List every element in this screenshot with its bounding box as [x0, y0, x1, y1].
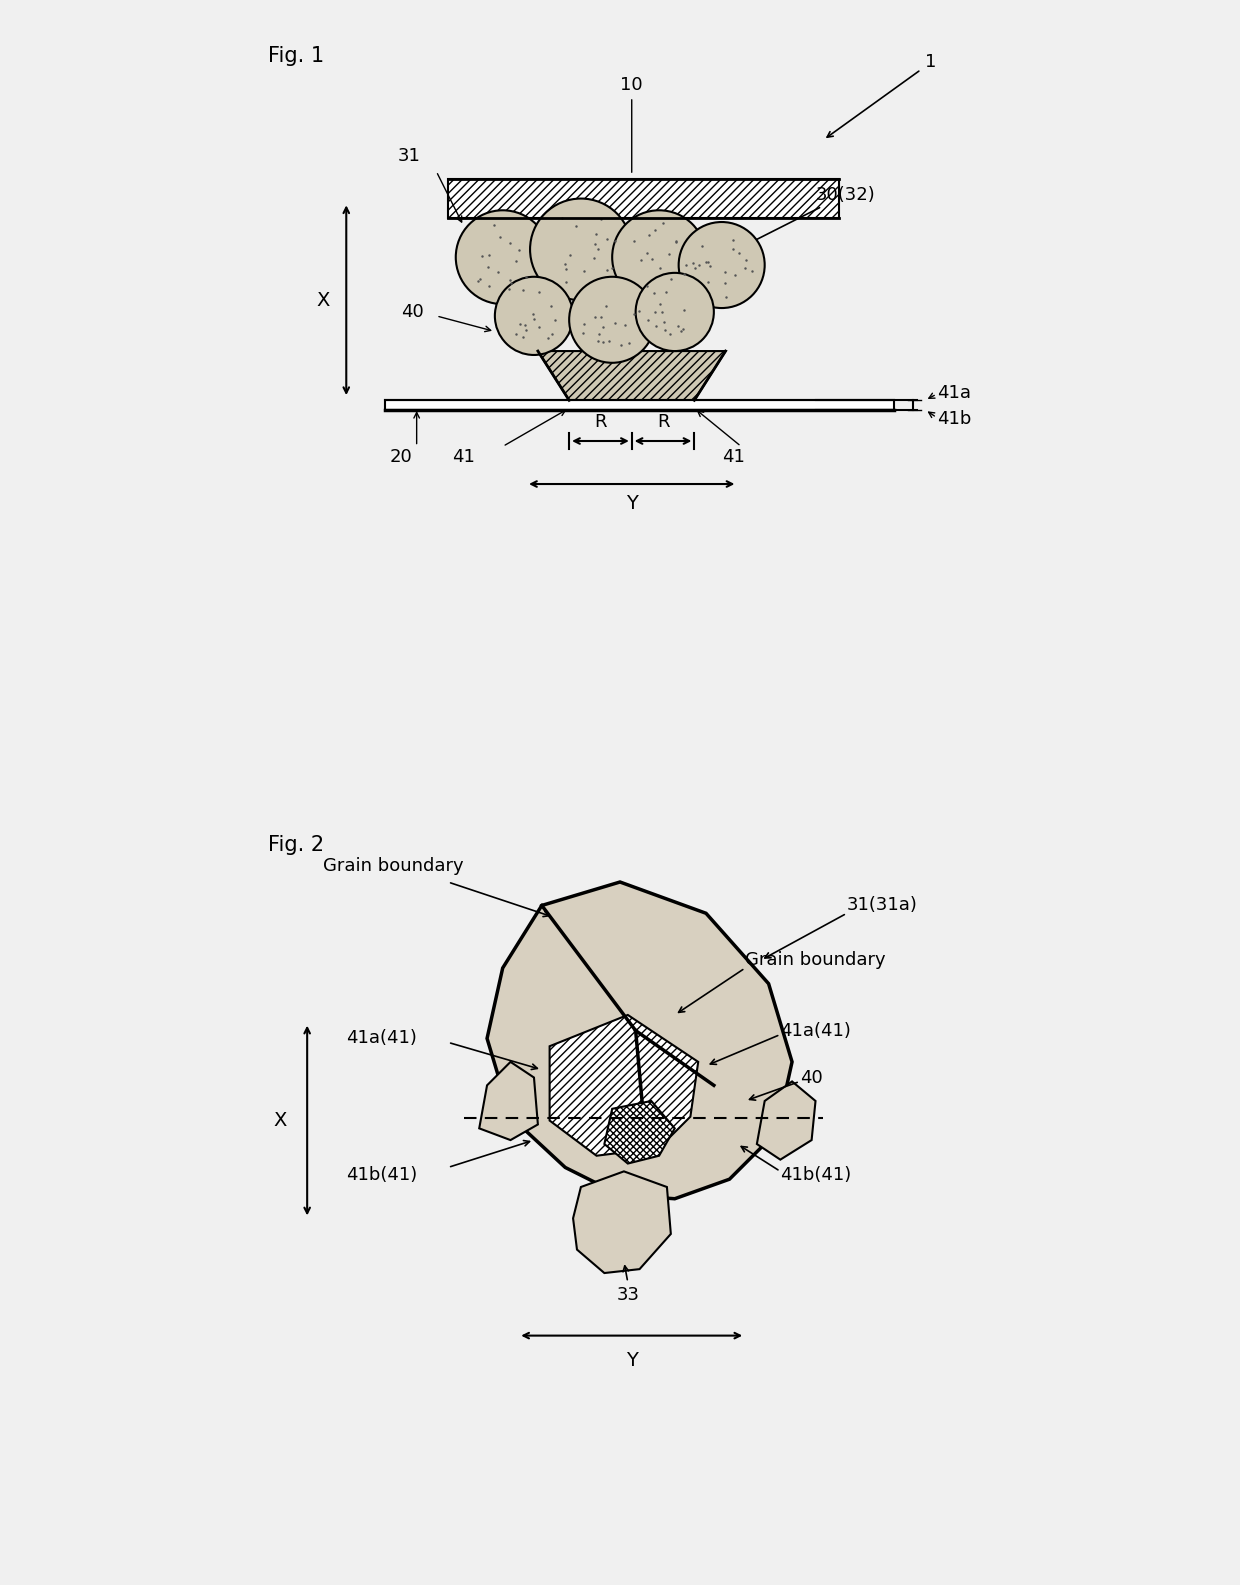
Polygon shape — [604, 1102, 675, 1163]
Polygon shape — [549, 1014, 698, 1155]
Text: X: X — [273, 1111, 286, 1130]
Text: 41b(41): 41b(41) — [346, 1167, 418, 1184]
Text: 40: 40 — [800, 1068, 822, 1087]
Text: Y: Y — [626, 1350, 637, 1369]
Circle shape — [456, 211, 549, 304]
Bar — [386, 401, 894, 409]
Text: 41b(41): 41b(41) — [780, 1167, 852, 1184]
Circle shape — [613, 211, 706, 304]
Circle shape — [495, 277, 573, 355]
Text: R: R — [657, 412, 670, 431]
Text: Fig. 1: Fig. 1 — [268, 46, 324, 67]
Text: 41: 41 — [722, 447, 744, 466]
Polygon shape — [479, 1062, 538, 1140]
Polygon shape — [487, 881, 792, 1198]
Text: 30(32): 30(32) — [711, 185, 875, 263]
Text: 40: 40 — [401, 303, 424, 320]
Bar — [448, 179, 839, 219]
Text: Grain boundary: Grain boundary — [322, 857, 464, 875]
Text: Fig. 2: Fig. 2 — [268, 835, 324, 854]
Text: X: X — [316, 290, 330, 309]
Text: 31: 31 — [397, 146, 420, 165]
Text: 20: 20 — [389, 447, 412, 466]
Text: 41a: 41a — [936, 384, 971, 401]
Text: 41: 41 — [451, 447, 475, 466]
Polygon shape — [756, 1081, 816, 1160]
Text: 41b: 41b — [936, 411, 971, 428]
Circle shape — [529, 198, 631, 300]
Circle shape — [678, 222, 765, 307]
Text: 41a(41): 41a(41) — [346, 1029, 417, 1048]
Text: 1: 1 — [925, 52, 936, 71]
Text: 41a(41): 41a(41) — [780, 1022, 851, 1040]
Text: 33: 33 — [616, 1285, 640, 1304]
Text: 31(31a): 31(31a) — [847, 897, 918, 915]
Circle shape — [636, 273, 714, 350]
Polygon shape — [573, 1171, 671, 1273]
Text: R: R — [594, 412, 606, 431]
Text: Y: Y — [626, 495, 637, 514]
Text: 10: 10 — [620, 76, 644, 173]
Circle shape — [569, 277, 655, 363]
Text: Grain boundary: Grain boundary — [745, 951, 885, 968]
Polygon shape — [538, 350, 725, 401]
